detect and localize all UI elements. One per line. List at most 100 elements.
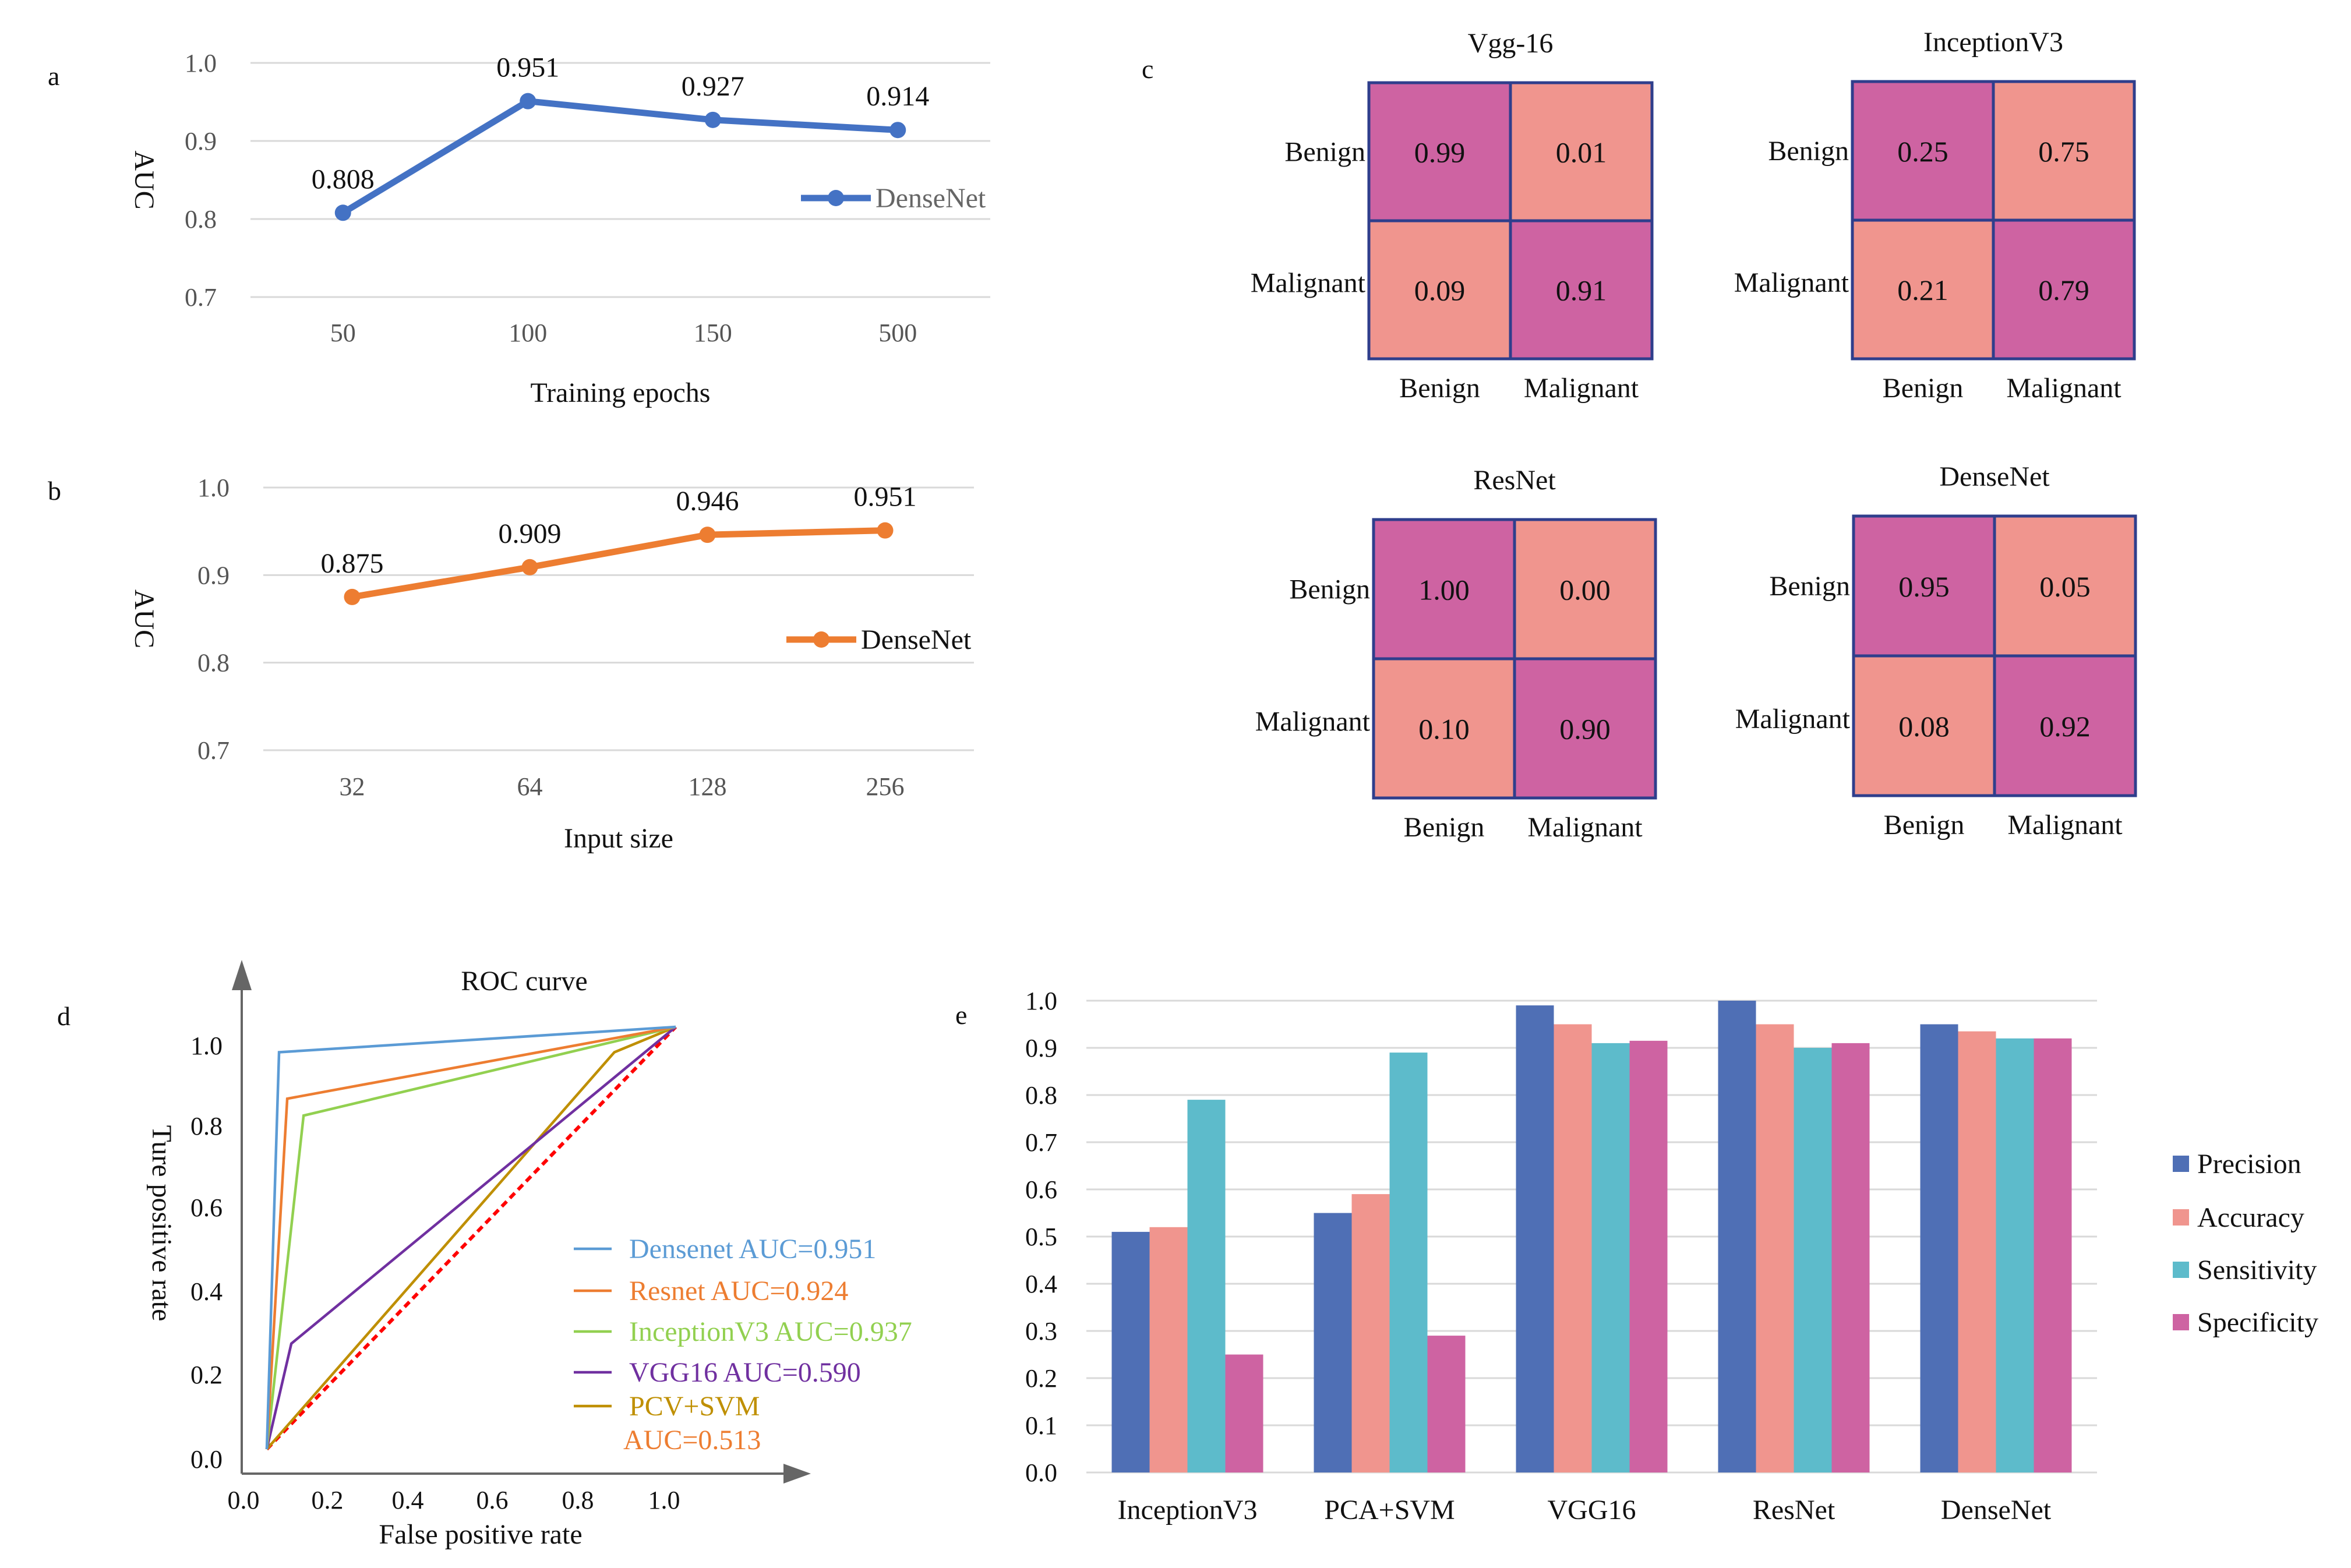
data-point xyxy=(704,111,721,128)
y-tick-label: 0.8 xyxy=(185,205,217,234)
y-axis-title: AUC xyxy=(129,589,160,648)
cell-value: 0.91 xyxy=(1556,274,1607,307)
legend-label: Precision xyxy=(2197,1149,2301,1179)
cell-value: 0.79 xyxy=(2038,274,2089,306)
bar xyxy=(1756,1024,1794,1472)
data-label: 0.951 xyxy=(854,482,917,513)
matrix-cell xyxy=(1513,518,1657,661)
cell-value: 1.00 xyxy=(1418,574,1470,606)
roc-curve xyxy=(265,1025,676,1450)
legend-swatch xyxy=(2173,1314,2189,1330)
x-tick-label: 32 xyxy=(340,772,365,801)
y-tick-label: 0.2 xyxy=(1025,1364,1057,1393)
bar xyxy=(1831,1043,1870,1472)
data-point xyxy=(334,204,351,221)
bar xyxy=(1314,1213,1352,1472)
roc-curve xyxy=(265,1026,677,1450)
legend-label: Accuracy xyxy=(2197,1202,2304,1233)
legend-label: InceptionV3 AUC=0.937 xyxy=(629,1316,912,1347)
legend-marker xyxy=(828,190,844,206)
panel-letter-d: d xyxy=(57,1001,70,1031)
column-label: Benign xyxy=(1399,373,1480,404)
x-tick-label: ResNet xyxy=(1753,1495,1835,1525)
x-tick-label: 150 xyxy=(694,319,732,347)
x-tick-label: 128 xyxy=(689,772,727,801)
cell-value: 0.92 xyxy=(2039,710,2091,743)
cell-value: 0.09 xyxy=(1414,274,1466,307)
row-label: Benign xyxy=(1284,137,1365,168)
matrix-cell xyxy=(1993,514,2137,658)
matrix-cell xyxy=(1851,80,1995,222)
column-label: Benign xyxy=(1404,812,1485,843)
matrix-cell xyxy=(1852,654,1996,797)
panel-letter-b: b xyxy=(48,476,61,506)
data-point xyxy=(521,559,538,575)
x-tick-label: VGG16 xyxy=(1548,1495,1636,1525)
cell-value: 0.01 xyxy=(1556,136,1607,169)
matrix-cell xyxy=(1992,80,2136,222)
data-label: 0.875 xyxy=(321,548,384,579)
row-label: Malignant xyxy=(1255,707,1371,737)
y-tick-label: 0.1 xyxy=(1025,1411,1057,1440)
bar xyxy=(1794,1048,1832,1472)
bar xyxy=(2034,1038,2072,1472)
legend-label: DenseNet xyxy=(861,624,972,655)
matrix-cell xyxy=(1509,219,1654,361)
matrix-cell xyxy=(1992,218,2136,361)
matrix-cell xyxy=(1372,657,1516,800)
data-label: 0.951 xyxy=(496,52,559,83)
y-tick-label: 0.0 xyxy=(1025,1458,1057,1487)
bar xyxy=(1389,1053,1428,1472)
row-label: Benign xyxy=(1289,574,1370,605)
data-point xyxy=(344,588,361,605)
bar xyxy=(1187,1100,1226,1472)
x-tick-label: 0.2 xyxy=(312,1486,344,1514)
bar xyxy=(1996,1038,2034,1472)
matrix-title: ResNet xyxy=(1473,465,1556,496)
y-tick-label: 0.9 xyxy=(1025,1034,1057,1062)
legend-label: Sensitivity xyxy=(2197,1255,2317,1286)
x-axis-title: Training epochs xyxy=(531,377,711,408)
data-point xyxy=(889,122,906,139)
y-tick-label: 0.7 xyxy=(197,736,230,765)
x-tick-label: 1.0 xyxy=(648,1486,680,1514)
y-tick-label: 0.6 xyxy=(1025,1175,1057,1204)
y-tick-label: 0.6 xyxy=(190,1193,223,1222)
panel-letter-e: e xyxy=(955,1000,967,1030)
x-tick-label: 0.8 xyxy=(562,1486,594,1514)
y-tick-label: 0.0 xyxy=(190,1445,223,1474)
column-label: Malignant xyxy=(2006,373,2121,404)
y-tick-label: 0.5 xyxy=(1025,1223,1057,1251)
x-tick-label: PCA+SVM xyxy=(1324,1495,1455,1525)
y-axis-title: AUC xyxy=(129,150,160,209)
row-label: Benign xyxy=(1768,136,1849,167)
x-tick-label: 0.6 xyxy=(476,1486,509,1514)
bar xyxy=(1958,1031,1996,1472)
x-axis-arrow xyxy=(783,1464,811,1484)
cell-value: 0.10 xyxy=(1418,713,1470,746)
bar xyxy=(1111,1231,1150,1472)
y-tick-label: 1.0 xyxy=(185,49,217,77)
cell-value: 0.99 xyxy=(1414,136,1466,169)
x-tick-label: 50 xyxy=(330,319,356,347)
roc-title: ROC curve xyxy=(461,966,587,997)
column-label: Malignant xyxy=(2007,810,2123,840)
bar xyxy=(1554,1024,1592,1472)
y-tick-label: 0.4 xyxy=(190,1277,223,1306)
bar xyxy=(1149,1227,1188,1472)
row-label: Benign xyxy=(1769,571,1850,602)
legend-label: Resnet AUC=0.924 xyxy=(629,1276,848,1306)
legend-label: Specificity xyxy=(2197,1307,2318,1338)
x-tick-label: 0.0 xyxy=(228,1486,260,1514)
row-label: Malignant xyxy=(1735,704,1851,734)
matrix-title: DenseNet xyxy=(1939,461,2050,492)
panel-c-confusion-matrices: Vgg-16 0.99 0.01 0.09 0.91 Benign Malignant Ben… xyxy=(1251,27,2137,843)
data-point xyxy=(699,527,716,543)
panel-b-chart: 0.7 0.8 0.9 1.0 32 64 128 256 0.875 0.909 0.946 0.9… xyxy=(129,474,974,854)
panel-letter-c: c xyxy=(1142,54,1153,84)
x-tick-label: InceptionV3 xyxy=(1118,1495,1258,1525)
cell-value: 0.75 xyxy=(2038,135,2089,168)
cell-value: 0.25 xyxy=(1897,135,1948,168)
y-tick-label: 0.8 xyxy=(1025,1081,1057,1110)
y-tick-label: 1.0 xyxy=(190,1032,223,1060)
